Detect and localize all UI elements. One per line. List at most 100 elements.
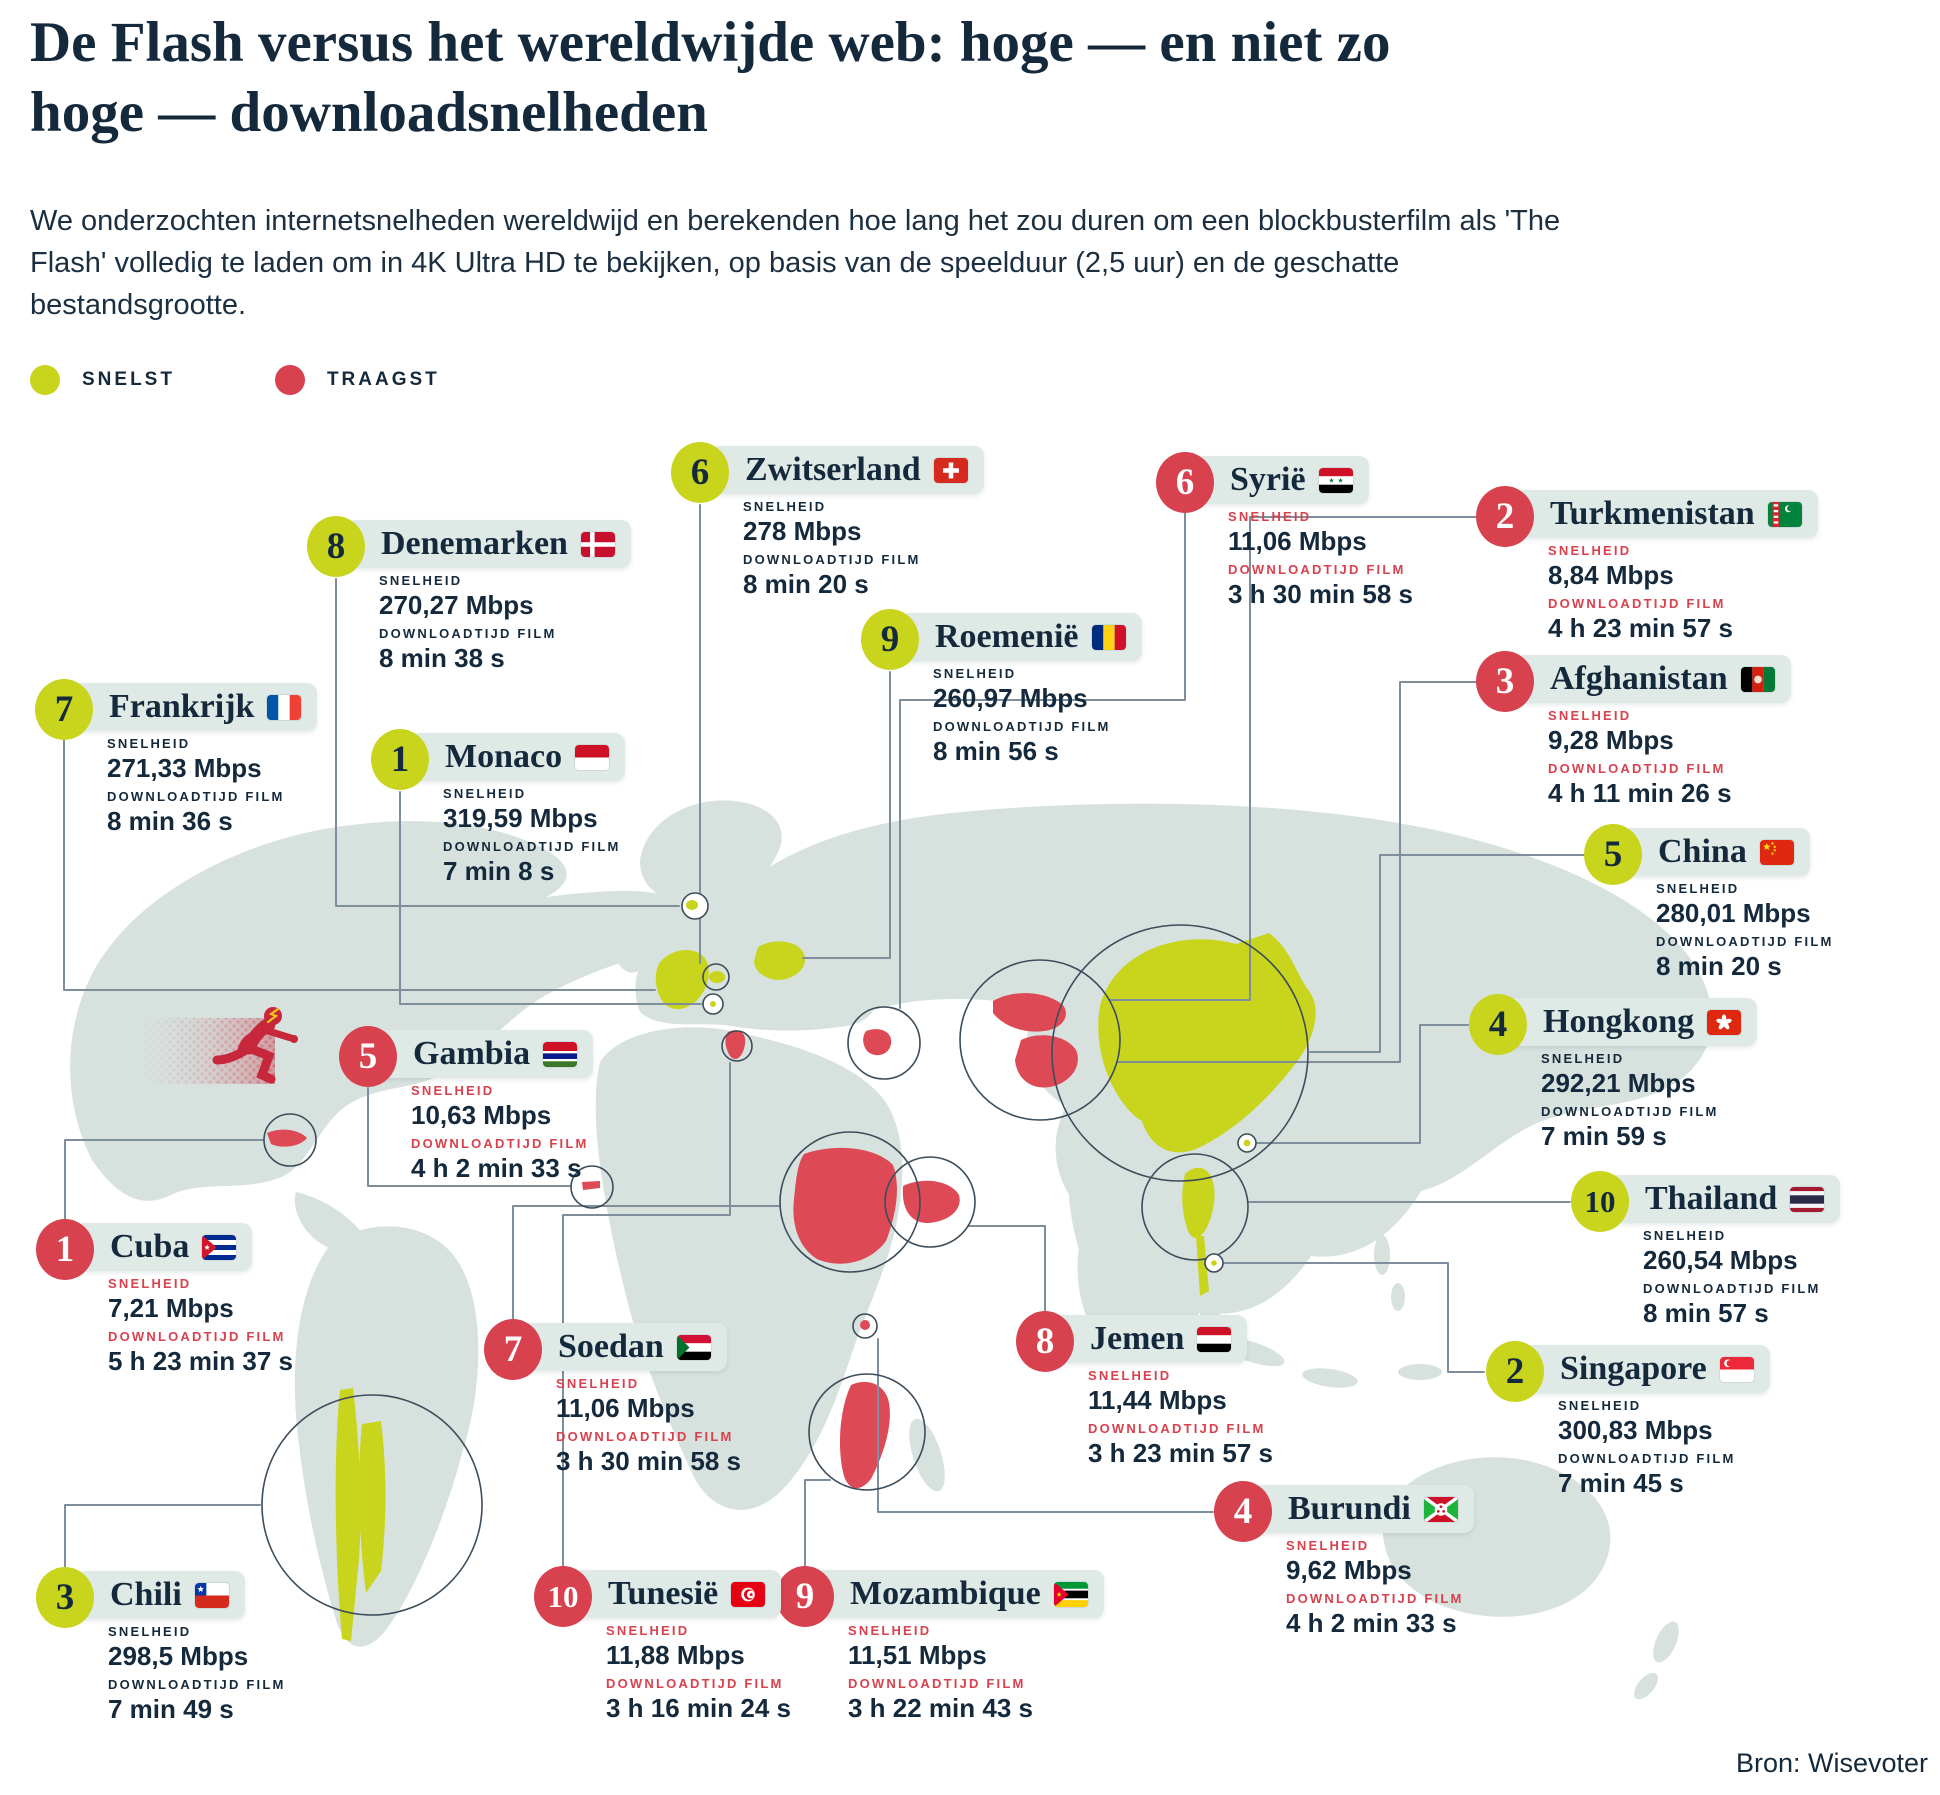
download-time-value: 4 h 2 min 33 s <box>411 1153 582 1183</box>
map-highlight-burundi <box>860 1320 870 1330</box>
download-time-label: DOWNLOADTIJD FILM <box>1548 596 1726 611</box>
legend-label: TRAAGST <box>326 369 440 390</box>
rank-badge: 5 <box>1584 824 1642 885</box>
flag-icon-gm <box>543 1041 578 1067</box>
country-pill: Tunesië <box>572 1570 782 1618</box>
download-time-value: 3 h 22 min 43 s <box>848 1693 1033 1723</box>
download-time-label: DOWNLOADTIJD FILM <box>933 719 1111 734</box>
flag-icon-tm <box>1767 501 1802 527</box>
map-highlight-chili <box>335 1388 361 1641</box>
rank-badge: 1 <box>36 1219 94 1280</box>
rank-badge: 10 <box>1571 1171 1629 1232</box>
speed-value: 292,21 Mbps <box>1541 1068 1696 1098</box>
country-pill: Mozambique <box>814 1570 1104 1618</box>
download-time-label: DOWNLOADTIJD FILM <box>1558 1451 1736 1466</box>
flag-icon-cn <box>1759 839 1794 865</box>
flash-runner-illustration <box>145 1007 298 1084</box>
download-time-label: DOWNLOADTIJD FILM <box>1228 562 1406 577</box>
rank-badge: 8 <box>1016 1311 1074 1372</box>
map-highlight-tunesie <box>725 1030 746 1059</box>
country-pill: Afghanistan <box>1514 655 1791 703</box>
country-data: SNELHEID 9,62 Mbps DOWNLOADTIJD FILM 4 h… <box>1286 1539 1464 1636</box>
download-time-label: DOWNLOADTIJD FILM <box>411 1136 589 1151</box>
speed-label: SNELHEID <box>1088 1368 1172 1383</box>
country-data: SNELHEID 270,27 Mbps DOWNLOADTIJD FILM 8… <box>379 574 557 671</box>
flag-icon-ro <box>1091 624 1126 650</box>
speed-value: 278 Mbps <box>743 516 862 546</box>
country-data: SNELHEID 11,44 Mbps DOWNLOADTIJD FILM 3 … <box>1088 1369 1273 1466</box>
download-time-label: DOWNLOADTIJD FILM <box>107 789 285 804</box>
speed-label: SNELHEID <box>107 736 191 751</box>
map-highlight-roemenie <box>754 941 806 980</box>
flag-icon-tn <box>731 1581 766 1607</box>
rank-badge: 7 <box>484 1319 542 1380</box>
country-pill: Gambia <box>377 1030 594 1078</box>
download-time-value: 5 h 23 min 37 s <box>108 1346 293 1376</box>
page-subtitle: We onderzochten internetsnelheden wereld… <box>30 205 1561 322</box>
country-pill: Roemenië <box>899 613 1142 661</box>
country-name: Syrië <box>1230 461 1306 498</box>
map-highlight-china <box>1098 933 1316 1153</box>
country-pill: Thailand <box>1609 1175 1841 1223</box>
flag-icon-cl <box>194 1582 229 1608</box>
country-data: SNELHEID 280,01 Mbps DOWNLOADTIJD FILM 8… <box>1656 882 1834 979</box>
flag-icon-mz <box>1053 1581 1088 1607</box>
country-name: Monaco <box>445 738 563 775</box>
flag-icon-ch <box>933 457 968 483</box>
rank-badge: 3 <box>36 1567 94 1628</box>
country-data: SNELHEID 278 Mbps DOWNLOADTIJD FILM 8 mi… <box>743 500 921 597</box>
speed-label: SNELHEID <box>1541 1051 1625 1066</box>
speed-label: SNELHEID <box>443 786 527 801</box>
download-time-value: 3 h 30 min 58 s <box>1228 579 1413 609</box>
country-pill: Monaco <box>409 733 626 781</box>
country-name: Mozambique <box>850 1575 1041 1612</box>
map-highlight-turkmenistan <box>993 993 1066 1032</box>
connector-lines <box>63 504 1585 1569</box>
country-name: Frankrijk <box>109 688 255 725</box>
speed-label: SNELHEID <box>1656 881 1740 896</box>
speed-label: SNELHEID <box>1228 509 1312 524</box>
country-data: SNELHEID 271,33 Mbps DOWNLOADTIJD FILM 8… <box>107 737 285 834</box>
country-pill: China <box>1622 828 1810 876</box>
rank-badge: 2 <box>1486 1341 1544 1402</box>
speed-value: 9,28 Mbps <box>1548 725 1674 755</box>
country-pill: Cuba <box>74 1223 253 1271</box>
download-time-value: 8 min 36 s <box>107 806 233 836</box>
country-name: Soedan <box>558 1328 664 1365</box>
map-highlight-frankrijk <box>655 949 709 1010</box>
speed-label: SNELHEID <box>848 1623 932 1638</box>
speed-label: SNELHEID <box>108 1624 192 1639</box>
country-name: Hongkong <box>1543 1003 1695 1040</box>
speed-value: 260,54 Mbps <box>1643 1245 1798 1275</box>
country-data: SNELHEID 10,63 Mbps DOWNLOADTIJD FILM 4 … <box>411 1084 589 1181</box>
country-data: SNELHEID 11,88 Mbps DOWNLOADTIJD FILM 3 … <box>606 1624 791 1721</box>
download-time-label: DOWNLOADTIJD FILM <box>556 1429 734 1444</box>
speed-value: 8,84 Mbps <box>1548 560 1674 590</box>
map-highlight-zwitserland <box>709 971 725 983</box>
flag-icon-hk <box>1707 1009 1742 1035</box>
country-pill: Soedan <box>522 1323 727 1371</box>
speed-label: SNELHEID <box>1643 1228 1727 1243</box>
legend-item-slow: TRAAGST <box>274 365 440 395</box>
download-time-label: DOWNLOADTIJD FILM <box>606 1676 784 1691</box>
download-time-label: DOWNLOADTIJD FILM <box>848 1676 1026 1691</box>
country-pill: Hongkong <box>1507 998 1758 1046</box>
flag-icon-bi <box>1423 1496 1458 1522</box>
speed-value: 10,63 Mbps <box>411 1100 552 1130</box>
flag-icon-sg <box>1719 1356 1754 1382</box>
country-data: SNELHEID 298,5 Mbps DOWNLOADTIJD FILM 7 … <box>108 1625 286 1722</box>
flag-icon-sy <box>1318 467 1353 493</box>
country-data: SNELHEID 11,06 Mbps DOWNLOADTIJD FILM 3 … <box>556 1377 741 1474</box>
download-time-label: DOWNLOADTIJD FILM <box>108 1677 286 1692</box>
map-highlight-soedan <box>793 1147 897 1264</box>
country-data: SNELHEID 8,84 Mbps DOWNLOADTIJD FILM 4 h… <box>1548 544 1733 641</box>
download-time-value: 3 h 30 min 58 s <box>556 1446 741 1476</box>
download-time-label: DOWNLOADTIJD FILM <box>379 626 557 641</box>
download-time-value: 7 min 59 s <box>1541 1121 1667 1151</box>
rank-badge: 1 <box>371 729 429 790</box>
country-pill: Turkmenistan <box>1514 490 1818 538</box>
download-time-value: 3 h 23 min 57 s <box>1088 1438 1273 1468</box>
download-time-value: 8 min 20 s <box>1656 951 1782 981</box>
download-time-label: DOWNLOADTIJD FILM <box>108 1329 286 1344</box>
